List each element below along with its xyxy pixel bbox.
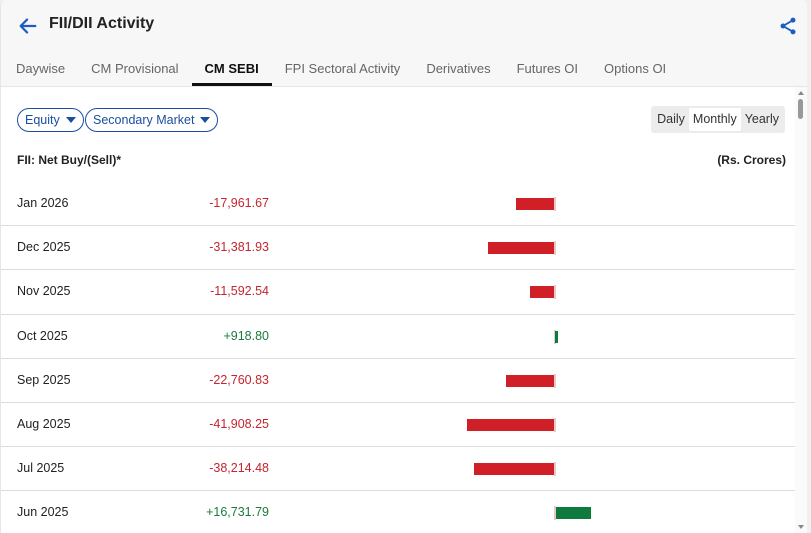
units-label: (Rs. Crores) [717, 153, 786, 167]
month-label: Aug 2025 [17, 416, 71, 431]
scroll-down-icon[interactable] [798, 525, 804, 529]
net-value: +918.80 [223, 328, 269, 343]
tab-cm-sebi[interactable]: CM SEBI [191, 52, 272, 86]
month-label: Oct 2025 [17, 328, 68, 343]
scroll-thumb[interactable] [798, 99, 803, 119]
table-header-label: FII: Net Buy/(Sell)* [17, 153, 122, 167]
main-content: Equity Secondary Market Daily Monthly Ye… [1, 87, 798, 533]
arrow-left-icon[interactable] [17, 15, 39, 37]
net-value: -38,214.48 [209, 461, 269, 476]
net-value: -17,961.67 [209, 196, 269, 210]
net-value: -22,760.83 [209, 372, 269, 387]
table-row[interactable]: Jan 2026 -17,961.67 [1, 182, 798, 227]
tab-fpi-sectoral-activity[interactable]: FPI Sectoral Activity [284, 61, 401, 76]
period-daily-button[interactable]: Daily [657, 112, 685, 126]
zero-axis [554, 506, 556, 521]
tab-bar: Daywise CM Provisional CM SEBI FPI Secto… [1, 52, 679, 87]
net-bar [555, 330, 558, 343]
month-label: Nov 2025 [17, 284, 71, 299]
table-row[interactable]: Nov 2025 -11,592.54 [1, 270, 798, 315]
net-value: +16,731.79 [206, 505, 269, 520]
table-row[interactable]: Oct 2025 +918.80 [1, 315, 798, 359]
month-label: Sep 2025 [17, 372, 71, 387]
tab-daywise[interactable]: Daywise [16, 61, 66, 76]
net-bar [488, 242, 554, 255]
tab-options-oi[interactable]: Options OI [604, 61, 667, 76]
zero-axis [554, 373, 556, 388]
caret-down-icon [65, 117, 76, 123]
activity-table: Jan 2026 -17,961.67 Dec 2025 -31,381.93 … [1, 182, 798, 533]
zero-axis [554, 285, 556, 300]
period-monthly-button[interactable]: Monthly [688, 108, 741, 131]
tab-cm-provisional[interactable]: CM Provisional [91, 61, 179, 76]
period-yearly-button[interactable]: Yearly [744, 112, 779, 126]
zero-axis [554, 462, 556, 477]
tab-derivatives[interactable]: Derivatives [426, 61, 491, 76]
top-bar: FII/DII Activity Daywise CM Provisional … [1, 0, 807, 87]
net-bar [556, 507, 591, 520]
month-label: Jul 2025 [17, 461, 65, 476]
net-bar [516, 198, 554, 210]
market-dropdown-label: Secondary Market [93, 113, 195, 127]
tab-futures-oi[interactable]: Futures OI [516, 61, 579, 76]
table-row[interactable]: Dec 2025 -31,381.93 [1, 226, 798, 271]
page-title: FII/DII Activity [49, 15, 155, 32]
market-dropdown[interactable]: Secondary Market [85, 108, 219, 132]
net-bar [506, 374, 554, 387]
segment-dropdown-label: Equity [25, 113, 60, 127]
share-icon[interactable] [778, 16, 798, 36]
table-row[interactable]: Jun 2025 +16,731.79 [1, 491, 798, 533]
scroll-up-icon[interactable] [798, 91, 804, 95]
table-row[interactable]: Sep 2025 -22,760.83 [1, 359, 798, 403]
net-bar [467, 418, 554, 431]
month-label: Jun 2025 [17, 505, 69, 520]
month-label: Dec 2025 [17, 240, 71, 255]
net-bar [474, 463, 554, 476]
table-row[interactable]: Jul 2025 -38,214.48 [1, 447, 798, 492]
table-row[interactable]: Aug 2025 -41,908.25 [1, 403, 798, 448]
zero-axis [554, 241, 556, 256]
vertical-scrollbar[interactable] [795, 87, 807, 533]
zero-axis [554, 197, 556, 211]
zero-axis [554, 417, 556, 432]
net-value: -41,908.25 [209, 416, 269, 431]
net-bar [530, 286, 554, 299]
net-value: -11,592.54 [210, 284, 269, 299]
segment-dropdown[interactable]: Equity [17, 108, 84, 132]
month-label: Jan 2026 [17, 196, 69, 210]
period-toggle: Daily Monthly Yearly [651, 106, 785, 133]
caret-down-icon [200, 117, 211, 123]
net-value: -31,381.93 [209, 240, 269, 255]
